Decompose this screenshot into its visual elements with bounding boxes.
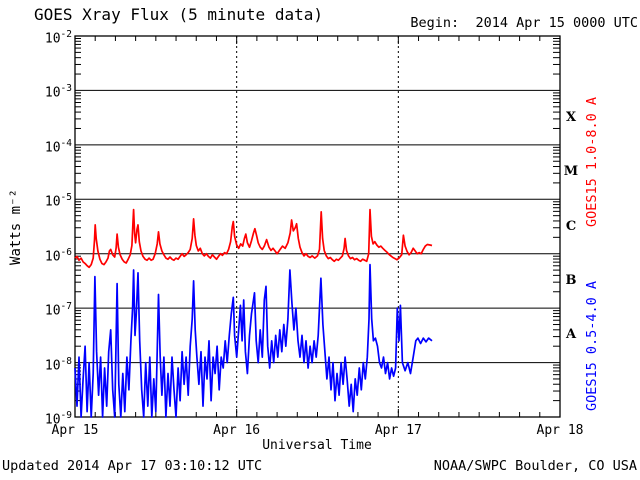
flare-class-x: X (565, 109, 577, 125)
long-channel-series (74, 208, 433, 269)
y-tick-label: 10-2 (44, 29, 72, 47)
short-channel-series (74, 263, 433, 418)
x-tick-label: Apr 15 (51, 423, 99, 438)
y-tick-label: 10-9 (44, 410, 72, 428)
flare-class-b: B (565, 272, 577, 288)
updated-timestamp: Updated 2014 Apr 17 03:10:12 UTC (2, 458, 263, 474)
plot-border (74, 35, 561, 418)
begin-timestamp: Begin: 2014 Apr 15 0000 UTC (410, 15, 638, 31)
y-tick-label: 10-4 (44, 137, 72, 156)
flare-class-c: C (565, 218, 577, 234)
x-axis-label: Universal Time (262, 438, 372, 453)
legend-long-channel: GOES15 1.0-8.0 A (584, 96, 600, 228)
y-tick-label: 10-7 (44, 301, 72, 319)
page-title: GOES Xray Flux (5 minute data) (34, 5, 323, 24)
y-tick-label: 10-8 (44, 355, 72, 373)
y-tick-label: 10-6 (44, 246, 72, 265)
x-tick-label: Apr 18 (536, 423, 584, 438)
source-attribution: NOAA/SWPC Boulder, CO USA (433, 458, 637, 474)
plot-canvas (74, 35, 561, 418)
x-tick-label: Apr 16 (213, 423, 261, 438)
x-tick-label: Apr 17 (374, 423, 422, 438)
y-tick-label: 10-5 (44, 192, 72, 210)
y-tick-label: 10-3 (44, 83, 72, 101)
legend-short-channel: GOES15 0.5-4.0 A (584, 280, 600, 412)
flare-class-a: A (565, 327, 577, 343)
y-axis-label: Watts m⁻² (8, 189, 24, 265)
flare-class-m: M (563, 164, 579, 180)
